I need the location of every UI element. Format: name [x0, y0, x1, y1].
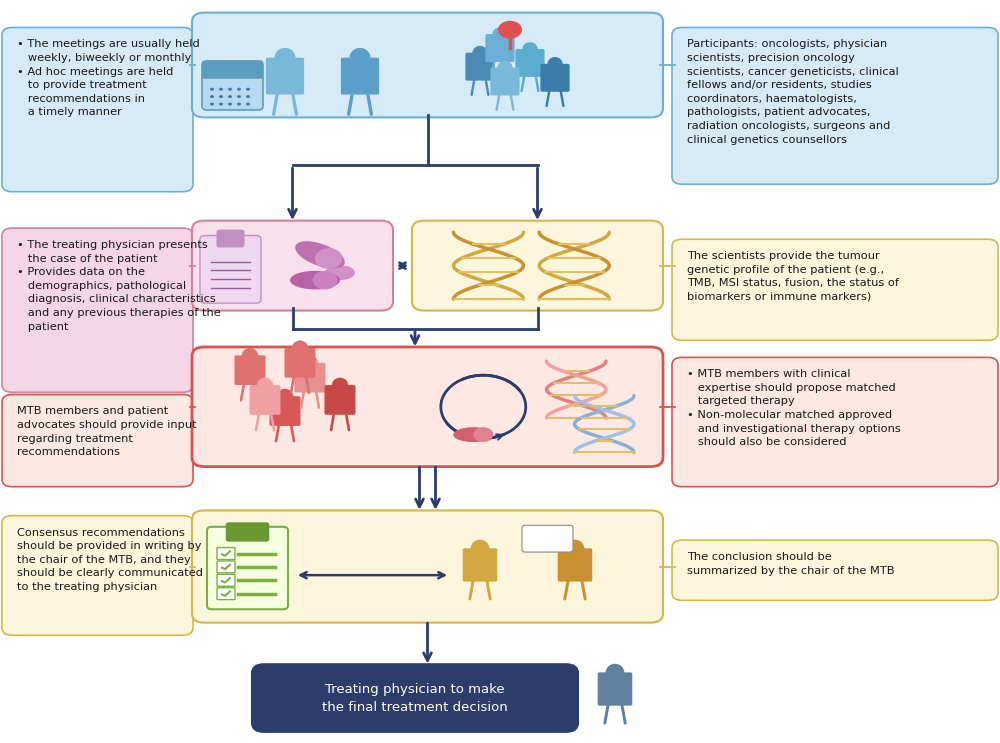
Ellipse shape [242, 348, 258, 363]
FancyBboxPatch shape [234, 355, 265, 385]
FancyBboxPatch shape [672, 540, 998, 600]
Text: • The treating physician presents
   the case of the patient
• Provides data on : • The treating physician presents the ca… [17, 240, 221, 331]
Ellipse shape [547, 57, 563, 71]
Ellipse shape [453, 427, 493, 442]
Text: Treating physician to make
the final treatment decision: Treating physician to make the final tre… [322, 683, 508, 713]
FancyBboxPatch shape [465, 53, 495, 81]
FancyBboxPatch shape [672, 357, 998, 487]
Ellipse shape [350, 48, 370, 68]
Circle shape [246, 95, 250, 98]
FancyBboxPatch shape [558, 548, 592, 582]
Circle shape [210, 103, 214, 106]
Ellipse shape [302, 355, 318, 371]
Ellipse shape [471, 539, 489, 557]
Ellipse shape [497, 61, 513, 75]
FancyBboxPatch shape [672, 27, 998, 184]
Ellipse shape [277, 389, 293, 404]
FancyBboxPatch shape [294, 363, 325, 392]
FancyBboxPatch shape [192, 221, 393, 311]
FancyBboxPatch shape [485, 34, 515, 62]
Ellipse shape [492, 27, 508, 42]
Circle shape [219, 88, 223, 91]
Circle shape [237, 95, 241, 98]
Text: • MTB members with clinical
   expertise should propose matched
   targeted ther: • MTB members with clinical expertise sh… [687, 369, 901, 447]
FancyBboxPatch shape [202, 61, 263, 79]
Ellipse shape [315, 248, 342, 269]
FancyBboxPatch shape [192, 347, 663, 467]
Ellipse shape [295, 241, 345, 268]
Circle shape [228, 103, 232, 106]
Ellipse shape [472, 46, 488, 60]
Text: MTB members and patient
advocates should provide input
regarding treatment
recom: MTB members and patient advocates should… [17, 406, 197, 457]
FancyBboxPatch shape [252, 664, 578, 732]
FancyBboxPatch shape [324, 385, 356, 415]
Text: The scientists provide the tumour
genetic profile of the patient (e.g.,
TMB, MSI: The scientists provide the tumour geneti… [687, 251, 899, 302]
Circle shape [237, 103, 241, 106]
Circle shape [219, 103, 223, 106]
Ellipse shape [275, 48, 295, 68]
Ellipse shape [606, 663, 624, 681]
FancyBboxPatch shape [217, 574, 235, 586]
FancyBboxPatch shape [2, 228, 193, 392]
FancyBboxPatch shape [522, 525, 573, 552]
FancyBboxPatch shape [207, 527, 288, 609]
Ellipse shape [312, 270, 338, 289]
FancyBboxPatch shape [217, 230, 245, 247]
Circle shape [498, 21, 522, 39]
FancyBboxPatch shape [2, 27, 193, 192]
FancyBboxPatch shape [217, 548, 235, 559]
Circle shape [210, 88, 214, 91]
Ellipse shape [292, 340, 308, 356]
FancyBboxPatch shape [540, 64, 570, 92]
FancyBboxPatch shape [217, 561, 235, 573]
Text: • The meetings are usually held
   weekly, biweekly or monthly
• Ad hoc meetings: • The meetings are usually held weekly, … [17, 39, 200, 117]
FancyBboxPatch shape [285, 348, 315, 377]
FancyBboxPatch shape [226, 522, 269, 542]
Ellipse shape [473, 427, 493, 442]
FancyBboxPatch shape [598, 672, 632, 706]
Circle shape [237, 88, 241, 91]
Ellipse shape [522, 42, 538, 56]
Ellipse shape [566, 539, 584, 557]
Circle shape [246, 88, 250, 91]
FancyBboxPatch shape [2, 395, 193, 487]
Circle shape [219, 95, 223, 98]
FancyBboxPatch shape [250, 385, 280, 415]
FancyBboxPatch shape [2, 516, 193, 635]
FancyBboxPatch shape [200, 236, 261, 303]
Circle shape [228, 88, 232, 91]
FancyBboxPatch shape [490, 68, 520, 96]
Circle shape [210, 95, 214, 98]
Text: The conclusion should be
summarized by the chair of the MTB: The conclusion should be summarized by t… [687, 552, 895, 576]
Text: Consensus recommendations
should be provided in writing by
the chair of the MTB,: Consensus recommendations should be prov… [17, 528, 203, 592]
FancyBboxPatch shape [192, 13, 663, 117]
Ellipse shape [257, 377, 273, 393]
Circle shape [246, 103, 250, 106]
Ellipse shape [332, 377, 348, 393]
Text: Participants: oncologists, physician
scientists, precision oncology
scientists, : Participants: oncologists, physician sci… [687, 39, 899, 145]
FancyBboxPatch shape [269, 396, 300, 426]
FancyBboxPatch shape [672, 239, 998, 340]
FancyBboxPatch shape [412, 221, 663, 311]
Ellipse shape [325, 265, 355, 280]
FancyBboxPatch shape [463, 548, 497, 582]
FancyBboxPatch shape [202, 61, 263, 110]
FancyBboxPatch shape [515, 49, 545, 77]
Ellipse shape [290, 270, 340, 289]
FancyBboxPatch shape [217, 588, 235, 600]
FancyBboxPatch shape [341, 58, 379, 94]
FancyBboxPatch shape [192, 510, 663, 623]
FancyBboxPatch shape [266, 58, 304, 94]
Circle shape [228, 95, 232, 98]
